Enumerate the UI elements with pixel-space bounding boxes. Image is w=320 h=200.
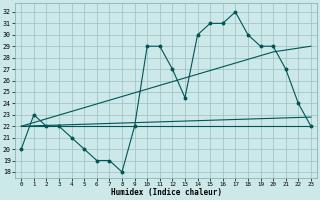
X-axis label: Humidex (Indice chaleur): Humidex (Indice chaleur) (111, 188, 221, 197)
